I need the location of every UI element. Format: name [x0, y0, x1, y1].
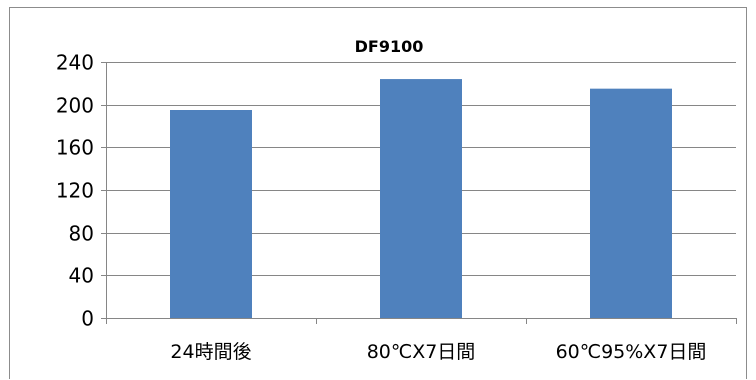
y-tick-label: 240 [56, 51, 94, 75]
chart-title: DF9100 [355, 37, 424, 56]
y-tick-labels: 0 40 80 120 160 200 240 [56, 51, 94, 331]
y-tick-label: 40 [69, 264, 94, 288]
y-tick-label: 160 [56, 136, 94, 160]
x-category-label: 24時間後 [170, 341, 251, 363]
x-category-labels: 24時間後 80℃X7日間 60℃95%X7日間 [170, 341, 706, 363]
x-category-label: 60℃95%X7日間 [556, 341, 707, 363]
bars [170, 79, 672, 319]
bar-1 [170, 110, 252, 318]
y-tick-label: 120 [56, 179, 94, 203]
y-tick-label: 0 [81, 307, 94, 331]
x-category-label: 80℃X7日間 [367, 341, 476, 363]
bar-3 [590, 88, 672, 319]
y-tick-label: 200 [56, 94, 94, 118]
axes [101, 62, 737, 324]
bar-2 [380, 79, 462, 318]
y-tick-label: 80 [69, 222, 94, 246]
